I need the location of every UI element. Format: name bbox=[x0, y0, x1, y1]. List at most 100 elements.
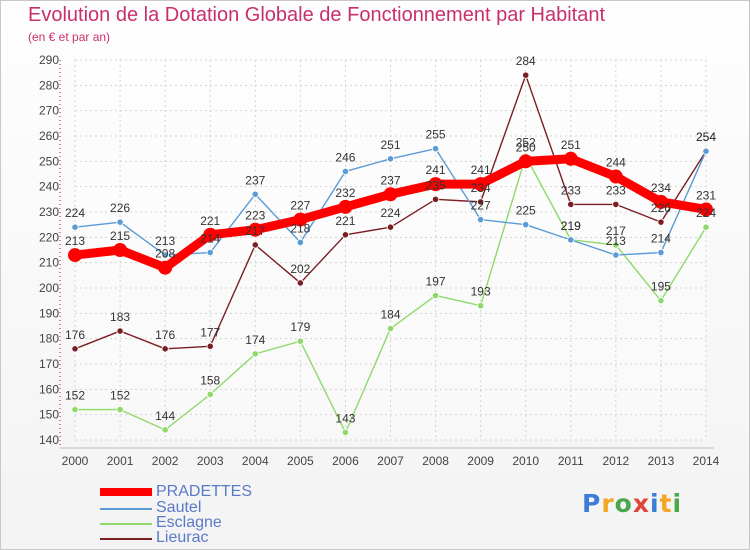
data-point bbox=[338, 199, 353, 214]
data-point bbox=[383, 187, 398, 202]
data-point bbox=[161, 251, 169, 259]
data-point bbox=[702, 147, 710, 155]
legend-label: PRADETTES bbox=[156, 483, 253, 500]
data-label: 250 bbox=[516, 140, 536, 154]
x-tick-label: 2009 bbox=[467, 454, 494, 468]
x-tick-label: 2013 bbox=[648, 454, 675, 468]
data-label: 213 bbox=[65, 234, 85, 248]
data-point bbox=[612, 200, 620, 208]
y-tick-label: 260 bbox=[39, 129, 59, 143]
data-point bbox=[296, 337, 304, 345]
data-point bbox=[431, 291, 440, 300]
logo-letter: P bbox=[582, 489, 602, 518]
logo-letter: x bbox=[632, 489, 650, 518]
data-label: 241 bbox=[426, 163, 446, 177]
x-tick-label: 2002 bbox=[152, 454, 179, 468]
chart-title: Evolution de la Dotation Globale de Fonc… bbox=[28, 4, 606, 26]
data-point bbox=[71, 223, 79, 231]
data-label: 208 bbox=[155, 247, 175, 261]
data-point bbox=[116, 327, 124, 335]
data-point bbox=[116, 405, 124, 414]
x-tick-label: 2004 bbox=[242, 454, 269, 468]
y-tick-label: 250 bbox=[39, 154, 59, 168]
x-tick-label: 2005 bbox=[287, 454, 314, 468]
data-label: 227 bbox=[290, 199, 310, 213]
data-label: 234 bbox=[651, 181, 671, 195]
x-tick-label: 2003 bbox=[197, 454, 224, 468]
data-point bbox=[612, 251, 620, 259]
data-point bbox=[71, 345, 79, 353]
y-tick-label: 210 bbox=[39, 256, 59, 270]
x-tick-label: 2012 bbox=[603, 454, 630, 468]
data-point bbox=[158, 260, 173, 275]
data-point bbox=[251, 350, 259, 358]
data-label: 224 bbox=[65, 206, 85, 220]
data-point bbox=[71, 405, 79, 414]
data-point bbox=[657, 218, 665, 226]
data-point bbox=[113, 243, 128, 257]
data-label: 152 bbox=[65, 389, 85, 403]
data-label: 213 bbox=[155, 234, 175, 248]
data-label: 223 bbox=[245, 209, 265, 223]
data-label: 233 bbox=[606, 183, 626, 197]
legend-label: Lieurac bbox=[156, 529, 209, 546]
data-point bbox=[386, 155, 395, 163]
x-tick-label: 2008 bbox=[422, 454, 449, 468]
data-point bbox=[206, 248, 214, 257]
data-label: 219 bbox=[561, 219, 581, 233]
data-label: 221 bbox=[200, 214, 220, 228]
data-point bbox=[431, 195, 440, 203]
data-point bbox=[563, 151, 578, 166]
x-tick-label: 2010 bbox=[512, 454, 539, 468]
legend-label: Esclagne bbox=[156, 514, 222, 531]
y-tick-label: 240 bbox=[39, 180, 59, 194]
data-label: 224 bbox=[696, 206, 716, 220]
data-label: 251 bbox=[561, 138, 581, 152]
data-label: 214 bbox=[651, 232, 671, 246]
data-label: 218 bbox=[290, 221, 310, 235]
data-label: 217 bbox=[606, 224, 626, 238]
data-label: 231 bbox=[696, 188, 716, 202]
data-point bbox=[702, 223, 710, 231]
data-label: 234 bbox=[471, 181, 491, 195]
logo-letter: t bbox=[659, 489, 673, 518]
data-point bbox=[657, 248, 665, 257]
data-label: 214 bbox=[200, 232, 220, 246]
y-tick-label: 280 bbox=[39, 78, 59, 92]
data-point bbox=[567, 200, 575, 208]
data-point bbox=[386, 324, 395, 333]
legend-swatch bbox=[100, 488, 152, 496]
data-point bbox=[522, 71, 530, 79]
data-label: 246 bbox=[335, 150, 355, 164]
legend-swatch bbox=[100, 523, 152, 525]
chart-subtitle: (en € et par an) bbox=[28, 30, 111, 44]
data-label: 197 bbox=[426, 275, 446, 289]
y-tick-label: 160 bbox=[39, 382, 59, 396]
data-point bbox=[161, 345, 169, 353]
data-point bbox=[293, 212, 308, 227]
data-point bbox=[341, 428, 350, 436]
data-point bbox=[431, 145, 440, 153]
data-point bbox=[477, 198, 485, 206]
y-tick-label: 270 bbox=[39, 104, 59, 118]
data-point bbox=[567, 236, 575, 244]
data-label: 213 bbox=[606, 234, 626, 248]
data-label: 232 bbox=[335, 186, 355, 200]
data-label: 202 bbox=[290, 262, 310, 276]
data-point bbox=[477, 302, 485, 310]
data-label: 217 bbox=[245, 224, 265, 238]
x-tick-label: 2001 bbox=[107, 454, 134, 468]
data-label: 233 bbox=[561, 183, 581, 197]
data-label: 284 bbox=[516, 54, 536, 68]
y-tick-label: 290 bbox=[39, 53, 59, 67]
data-point bbox=[473, 177, 488, 192]
data-point bbox=[251, 241, 259, 249]
data-label: 235 bbox=[426, 178, 446, 192]
legend-swatch bbox=[100, 538, 152, 540]
data-label: 254 bbox=[696, 130, 716, 144]
legend-label: Sautel bbox=[156, 499, 202, 516]
logo-letter: r bbox=[601, 489, 615, 518]
x-tick-label: 2014 bbox=[693, 454, 720, 468]
data-label: 143 bbox=[335, 411, 355, 425]
